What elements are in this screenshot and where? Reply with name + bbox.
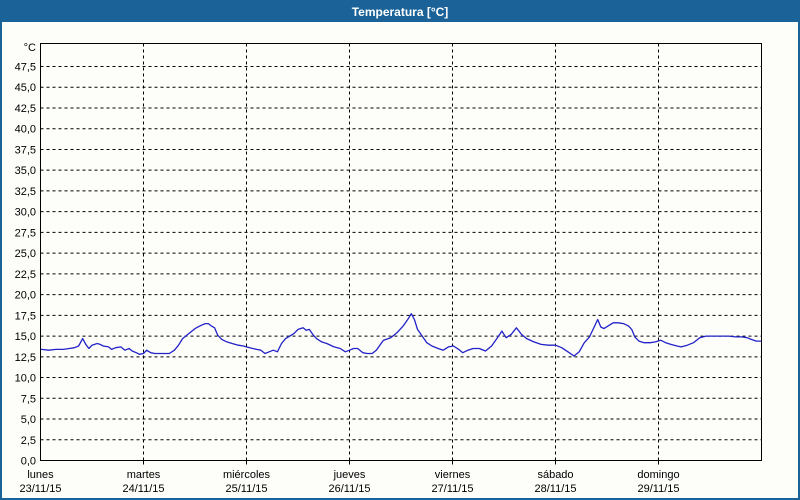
temperature-chart: 0,0 2,5 5,0 7,5 10,0 12,5 15,0 17,5 20,0 22,5 25,0… bbox=[15, 42, 762, 495]
y-axis-tick-label: 27,5 bbox=[15, 227, 36, 239]
x-axis-date-label: 27/11/15 bbox=[431, 483, 473, 495]
y-axis-tick-label: 12,5 bbox=[15, 352, 36, 364]
y-axis-tick-label: 10,0 bbox=[15, 373, 36, 385]
y-axis-tick-label: 0,0 bbox=[21, 456, 36, 468]
temperature-line bbox=[40, 313, 762, 357]
y-axis-tick-label: 15,0 bbox=[15, 331, 36, 343]
x-axis-date-label: 23/11/15 bbox=[19, 483, 61, 495]
x-axis-date-label: 25/11/15 bbox=[225, 483, 267, 495]
y-axis-tick-label: 22,5 bbox=[15, 269, 36, 281]
x-axis-date-label: 28/11/15 bbox=[534, 483, 576, 495]
x-axis-date-label: 29/11/15 bbox=[637, 483, 679, 495]
y-axis-tick-label: 5,0 bbox=[21, 414, 36, 426]
x-axis-day-label: lunes bbox=[27, 469, 54, 481]
y-axis-tick-label: 45,0 bbox=[15, 82, 36, 94]
y-axis-tick-label: 47,5 bbox=[15, 62, 36, 74]
chart-area: 0,0 2,5 5,0 7,5 10,0 12,5 15,0 17,5 20,0 22,5 25,0… bbox=[2, 22, 798, 498]
y-axis-tick-label: 37,5 bbox=[15, 144, 36, 156]
x-axis-day-label: miércoles bbox=[223, 469, 271, 481]
x-axis-day-label: martes bbox=[127, 469, 161, 481]
x-axis-day-label: jueves bbox=[333, 469, 366, 481]
y-axis-tick-label: 32,5 bbox=[15, 186, 36, 198]
y-axis-tick-label: 20,0 bbox=[15, 290, 36, 302]
x-axis-day-label: viernes bbox=[435, 469, 471, 481]
y-axis-unit-label: °C bbox=[24, 42, 36, 54]
x-axis-day-label: sábado bbox=[537, 469, 573, 481]
plot-border bbox=[40, 43, 762, 461]
x-axis-day-label: domingo bbox=[637, 469, 679, 481]
y-axis-tick-label: 25,0 bbox=[15, 248, 36, 260]
y-axis-tick-label: 40,0 bbox=[15, 124, 36, 136]
y-axis-tick-label: 35,0 bbox=[15, 165, 36, 177]
window-title: Temperatura [°C] bbox=[351, 5, 449, 19]
y-axis-tick-label: 17,5 bbox=[15, 310, 36, 322]
x-axis-date-label: 24/11/15 bbox=[122, 483, 164, 495]
y-axis-tick-label: 2,5 bbox=[21, 435, 36, 447]
y-axis-tick-label: 7,5 bbox=[21, 393, 36, 405]
x-axis-date-label: 26/11/15 bbox=[328, 483, 370, 495]
y-axis-tick-label: 30,0 bbox=[15, 207, 36, 219]
y-axis-tick-label: 42,5 bbox=[15, 103, 36, 115]
window-titlebar[interactable]: Temperatura [°C] bbox=[2, 2, 798, 22]
